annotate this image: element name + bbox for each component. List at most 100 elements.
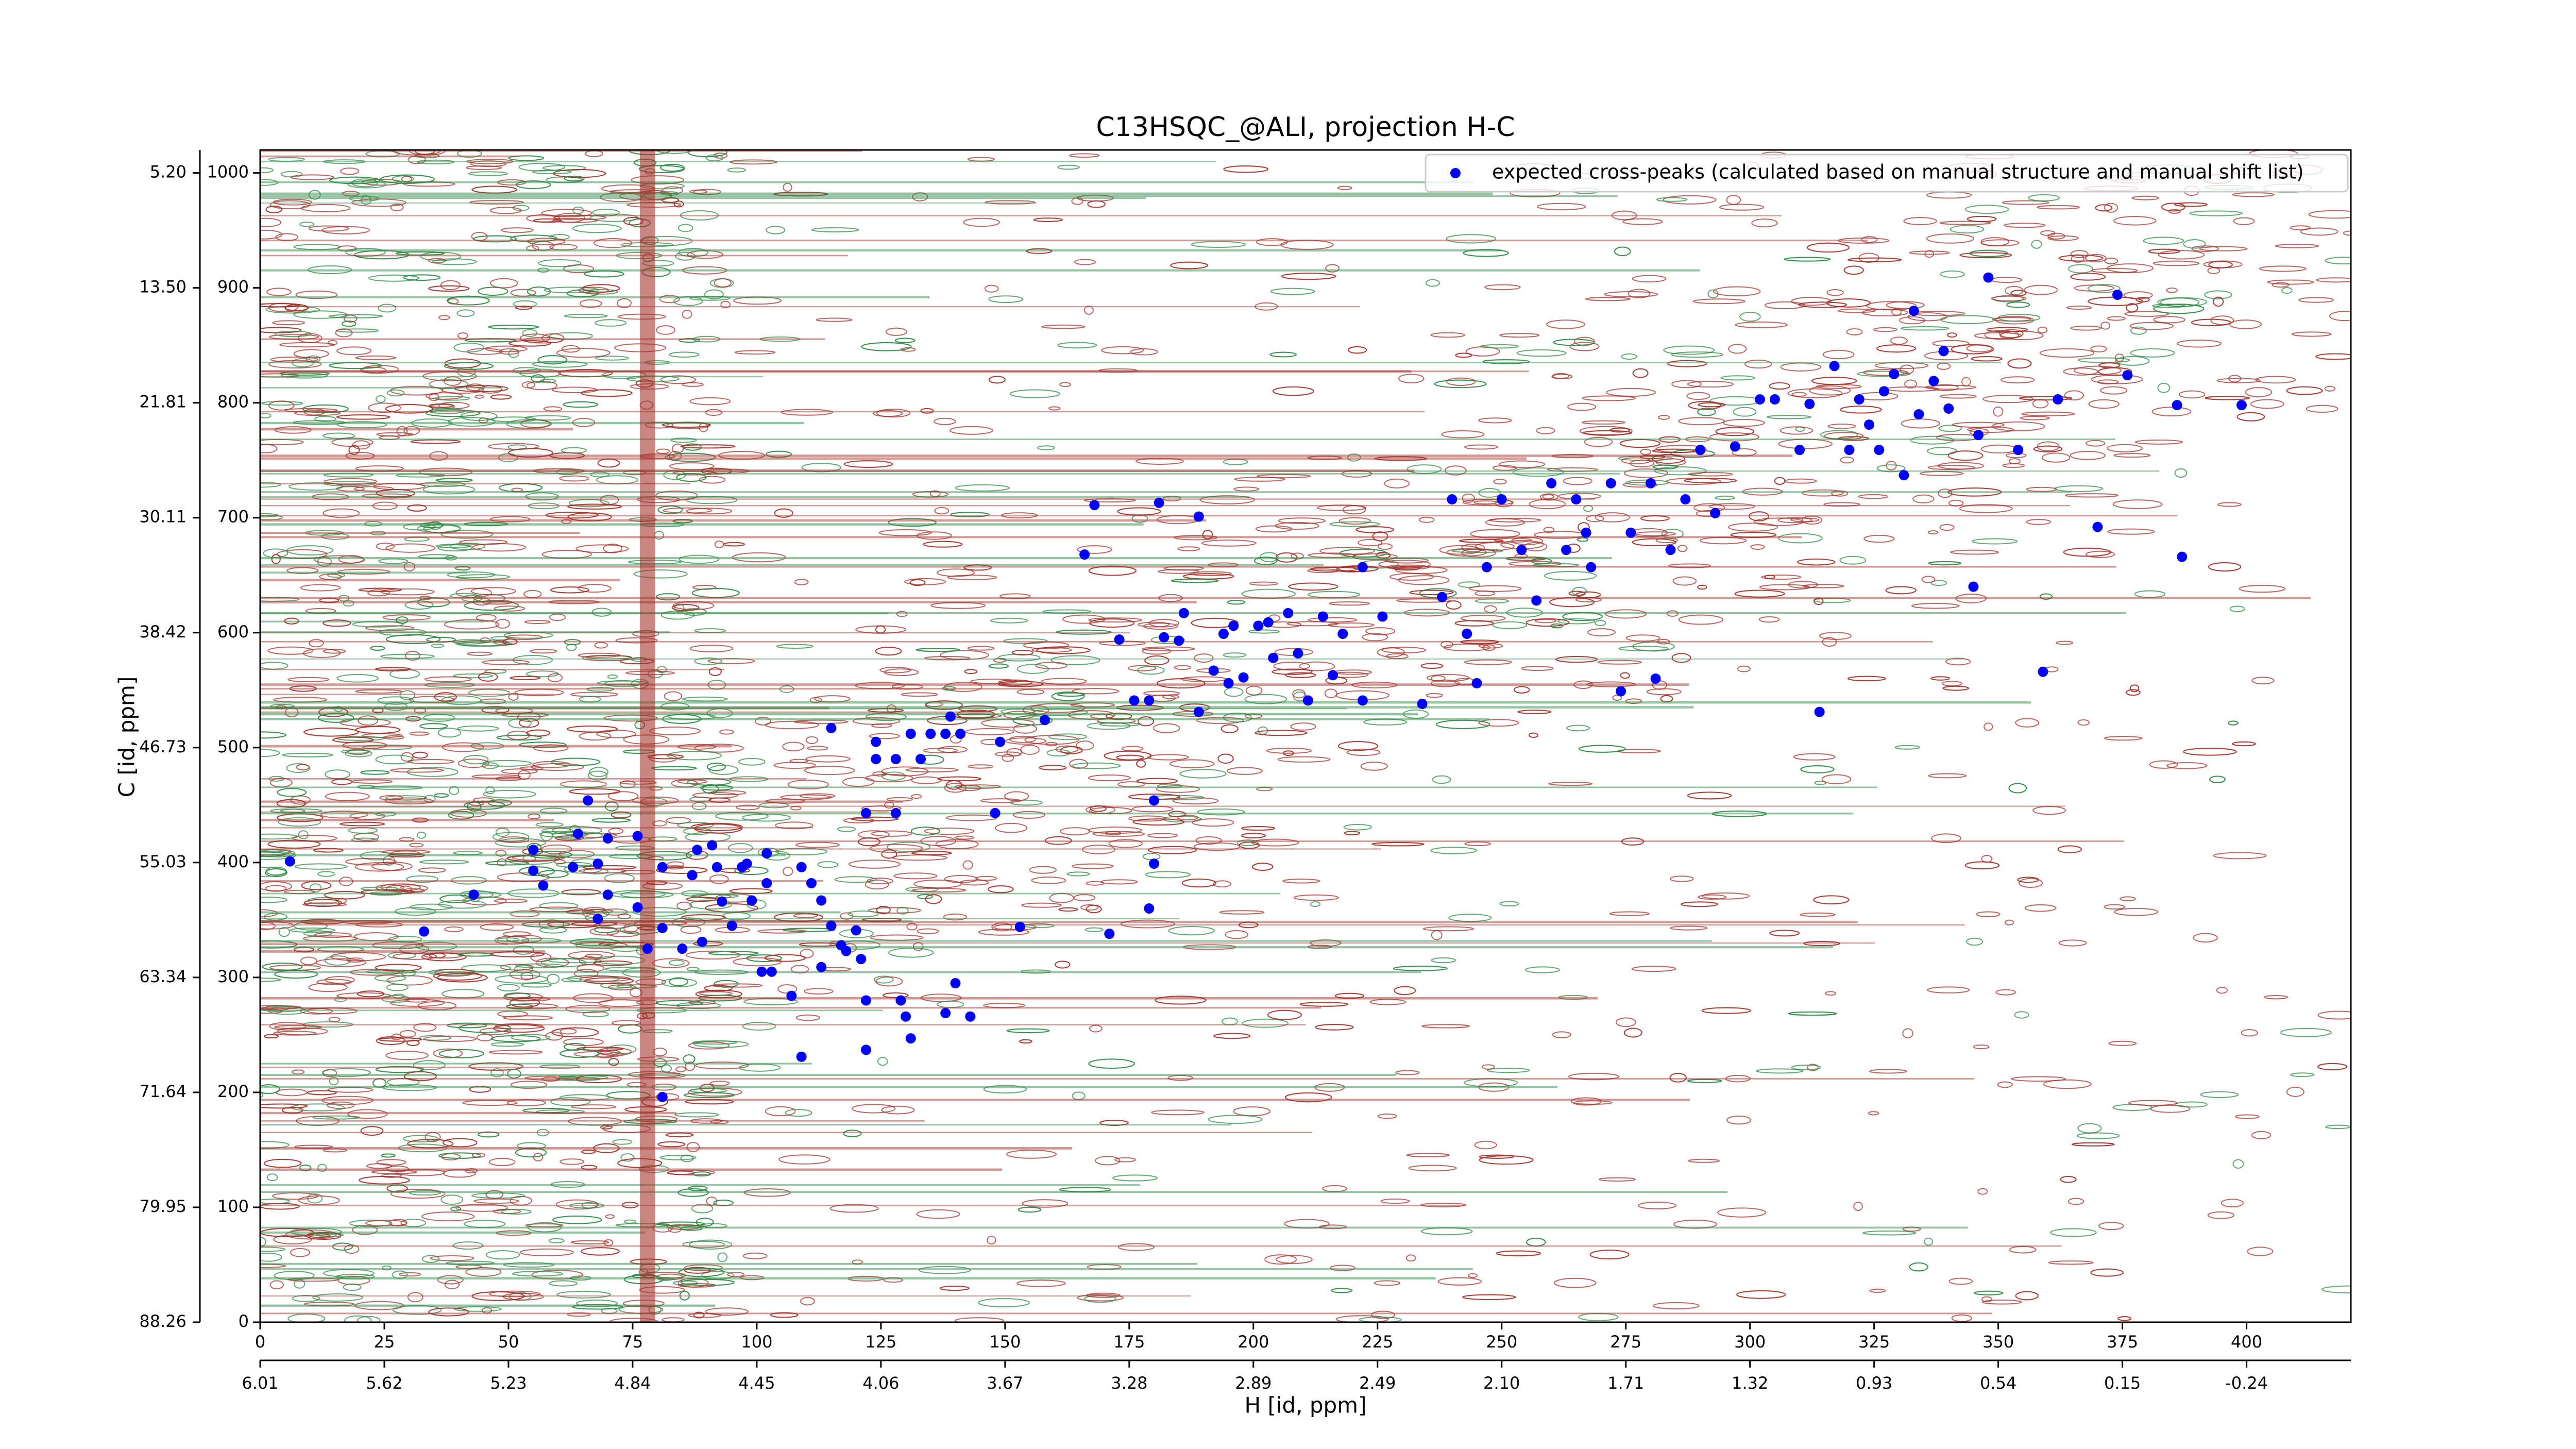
contour: [495, 838, 547, 848]
contour: [2255, 376, 2296, 384]
contour: [1874, 362, 1929, 369]
cross-peak: [602, 889, 613, 900]
contour: [2129, 322, 2174, 330]
contour: [1984, 330, 2020, 340]
x-tick-label: 75: [622, 1332, 643, 1352]
cross-peak: [816, 962, 827, 972]
cross-peak: [284, 856, 295, 867]
contour: [260, 327, 302, 333]
contour: [2063, 547, 2112, 557]
contour: [1736, 1290, 1786, 1299]
contour: [1570, 1097, 1602, 1106]
contour: [2174, 468, 2188, 478]
contour: [396, 616, 409, 624]
contour: [1179, 769, 1227, 779]
contour: [2321, 1285, 2351, 1294]
contour: [1787, 388, 1843, 398]
contour: [497, 858, 507, 867]
contour: [746, 954, 782, 963]
contour: [1966, 937, 1984, 946]
contour: [485, 861, 530, 866]
contour: [287, 677, 330, 682]
contour: [1299, 661, 1335, 671]
contour: [2026, 519, 2052, 525]
cross-peak: [1680, 494, 1691, 505]
contour: [1493, 479, 1507, 485]
contour: [1029, 866, 1057, 874]
cross-peak: [1228, 620, 1239, 631]
cross-peak: [583, 795, 594, 806]
contour: [994, 751, 1022, 757]
cross-peak: [1561, 545, 1572, 555]
contour: [1273, 662, 1311, 671]
contour: [1945, 658, 1971, 666]
contour: [340, 167, 360, 175]
contour: [1932, 340, 1970, 347]
contour: [1277, 756, 1331, 763]
contour: [1544, 571, 1597, 581]
contour: [559, 475, 590, 482]
contour: [1939, 221, 1992, 225]
contour: [2037, 441, 2060, 452]
contour: [1698, 402, 1726, 408]
contour: [635, 1115, 678, 1123]
contour: [1939, 394, 1977, 399]
contour: [916, 648, 960, 652]
contour: [2011, 1076, 2066, 1082]
contour: [765, 1106, 796, 1117]
contour: [691, 1204, 714, 1214]
contour: [2193, 933, 2218, 943]
contour: [490, 1068, 504, 1077]
contour: [1077, 545, 1112, 554]
contour: [1838, 436, 1869, 441]
x2-tick-label: 1.32: [1732, 1373, 1768, 1393]
cross-peak: [2122, 370, 2133, 381]
cross-peak: [806, 878, 817, 888]
y-tick-label: 800: [217, 392, 249, 412]
contour: [1284, 1092, 1332, 1103]
contour: [569, 788, 621, 795]
contour: [2060, 1175, 2077, 1183]
contour: [368, 274, 420, 282]
contour: [682, 608, 707, 616]
contour: [2114, 907, 2159, 916]
contour: [435, 478, 473, 483]
contour: [2090, 345, 2107, 352]
contour: [575, 544, 629, 553]
contour: [905, 767, 959, 773]
contour: [1170, 759, 1215, 768]
contour: [1873, 327, 1897, 332]
contour: [1088, 827, 1142, 834]
contour: [877, 1057, 888, 1066]
contour: [519, 1248, 574, 1256]
contour: [472, 543, 527, 552]
contour: [518, 162, 565, 172]
contour: [399, 690, 416, 700]
contour: [1272, 386, 1314, 396]
contour: [687, 150, 727, 158]
contour: [421, 1211, 475, 1222]
cross-peak: [1447, 494, 1458, 505]
contour: [1469, 585, 1522, 592]
contour: [2131, 195, 2160, 200]
contour: [1168, 926, 1215, 936]
contour: [1479, 1154, 1514, 1159]
contour: [1678, 417, 1725, 426]
contour: [376, 489, 415, 498]
contour: [653, 1047, 667, 1057]
contour: [298, 1195, 340, 1205]
contour: [272, 320, 306, 326]
contour: [1848, 257, 1902, 262]
contour: [1927, 447, 1958, 456]
contour: [296, 764, 310, 771]
contour: [1537, 203, 1586, 211]
contour: [1585, 297, 1631, 301]
contour: [1462, 493, 1475, 503]
contour: [1986, 327, 2028, 332]
contour: [570, 1240, 609, 1245]
cross-peak: [841, 946, 852, 956]
contour: [765, 720, 819, 730]
contour: [584, 977, 634, 985]
contour: [410, 903, 453, 911]
contour: [1478, 417, 1512, 424]
